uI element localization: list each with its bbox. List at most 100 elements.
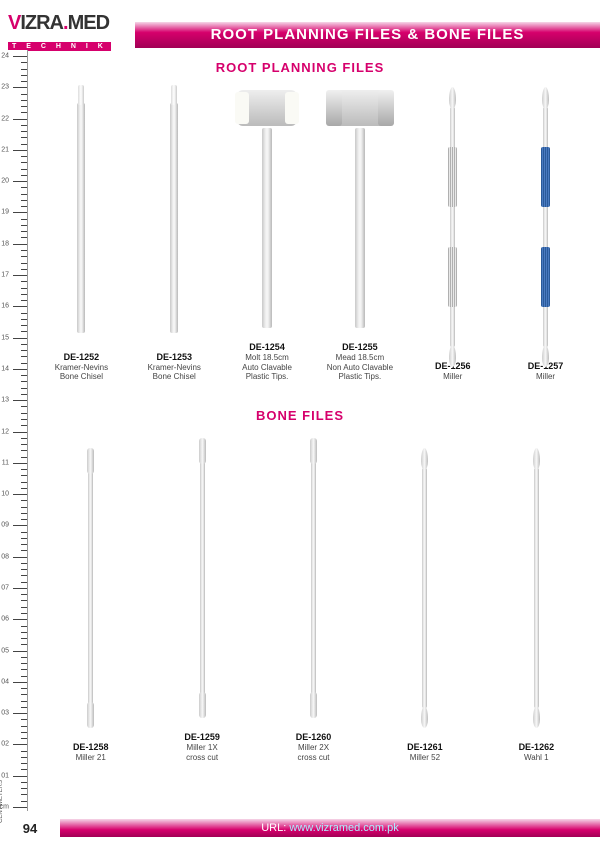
product-item: DE-1257Miller — [499, 97, 592, 382]
product-desc: Miller 21 — [73, 753, 109, 763]
ruler-minor-tick — [21, 782, 27, 783]
ruler-minor-tick — [21, 162, 27, 163]
ruler-minor-tick — [21, 726, 27, 727]
product-sku: DE-1252 — [55, 352, 108, 362]
product-item: DE-1252Kramer-Nevins Bone Chisel — [35, 88, 128, 382]
ruler-tick-label: 14 — [1, 365, 9, 372]
ruler-tick-label: 23 — [1, 84, 9, 91]
ruler-tick — [13, 619, 27, 620]
product-label: DE-1260Miller 2X cross cut — [296, 732, 332, 762]
instrument-mallet — [262, 128, 272, 328]
ruler-minor-tick — [21, 457, 27, 458]
ruler-minor-tick — [21, 626, 27, 627]
ruler-minor-tick — [21, 250, 27, 251]
ruler-minor-tick — [21, 144, 27, 145]
product-item: DE-1260Miller 2X cross cut — [258, 428, 369, 762]
ruler-minor-tick — [21, 569, 27, 570]
ruler-tick-label: 04 — [1, 678, 9, 685]
ruler-minor-tick — [21, 169, 27, 170]
ruler-minor-tick — [21, 550, 27, 551]
ruler-minor-tick — [21, 375, 27, 376]
product-desc: Miller — [528, 372, 564, 382]
product-item: DE-1262Wahl 1 — [481, 438, 592, 763]
product-desc: Kramer-Nevins Bone Chisel — [148, 363, 201, 382]
instrument-file — [311, 458, 316, 698]
page-title-bar: ROOT PLANNING FILES & BONE FILES — [135, 22, 600, 48]
ruler-tick-label: 07 — [1, 584, 9, 591]
ruler-minor-tick — [21, 281, 27, 282]
product-label: DE-1253Kramer-Nevins Bone Chisel — [148, 352, 201, 382]
instrument-chisel — [77, 103, 85, 333]
ruler-minor-tick — [21, 300, 27, 301]
mallet-head — [330, 90, 390, 126]
ruler-minor-tick — [21, 500, 27, 501]
ruler-tick — [13, 181, 27, 182]
instrument-chisel — [170, 103, 178, 333]
product-sku: DE-1253 — [148, 352, 201, 362]
product-image — [422, 438, 427, 738]
ruler-minor-tick — [21, 325, 27, 326]
ruler-minor-tick — [21, 738, 27, 739]
product-desc: Wahl 1 — [519, 753, 555, 763]
ruler-minor-tick — [21, 563, 27, 564]
ruler-minor-tick — [21, 125, 27, 126]
ruler-minor-tick — [21, 156, 27, 157]
ruler-tick-label: 11 — [2, 459, 9, 466]
ruler-tick-label: 05 — [1, 647, 9, 654]
ruler-minor-tick — [21, 237, 27, 238]
ruler-minor-tick — [21, 701, 27, 702]
ruler-minor-tick — [21, 582, 27, 583]
ruler-tick — [13, 150, 27, 151]
instrument-file — [534, 468, 539, 708]
ruler-minor-tick — [21, 231, 27, 232]
product-image — [77, 88, 85, 348]
ruler-minor-tick — [21, 100, 27, 101]
ruler-tick — [13, 494, 27, 495]
ruler-tick-label: 01 — [1, 772, 9, 779]
product-sku: DE-1259 — [184, 732, 220, 742]
brand-v: V — [8, 12, 20, 34]
ruler-minor-tick — [21, 388, 27, 389]
product-label: DE-1254Molt 18.5cm Auto Clavable Plastic… — [242, 342, 292, 382]
ruler-tick — [13, 744, 27, 745]
ruler-tick-label: 12 — [1, 428, 9, 435]
grip — [448, 147, 457, 207]
ruler-tick-label: 02 — [1, 741, 9, 748]
instrument-file — [450, 107, 455, 347]
instrument-file — [543, 107, 548, 347]
ruler-tick-label: 16 — [1, 303, 9, 310]
product-image — [88, 438, 93, 738]
ruler-tick-label: 10 — [1, 491, 9, 498]
ruler-minor-tick — [21, 288, 27, 289]
ruler-minor-tick — [21, 350, 27, 351]
ruler-tick — [13, 432, 27, 433]
ruler-tick — [13, 525, 27, 526]
product-label: DE-1261Miller 52 — [407, 742, 443, 763]
ruler-minor-tick — [21, 175, 27, 176]
ruler-minor-tick — [21, 444, 27, 445]
ruler-tick-label: 22 — [1, 115, 9, 122]
product-image — [200, 428, 205, 728]
product-item: DE-1255Mead 18.5cm Non Auto Clavable Pla… — [313, 78, 406, 382]
ruler-minor-tick — [21, 575, 27, 576]
ruler-tick — [13, 682, 27, 683]
ruler-minor-tick — [21, 594, 27, 595]
ruler-minor-tick — [21, 801, 27, 802]
product-sku: DE-1254 — [242, 342, 292, 352]
product-sku: DE-1255 — [327, 342, 393, 352]
product-item: DE-1254Molt 18.5cm Auto Clavable Plastic… — [221, 78, 314, 382]
ruler-minor-tick — [21, 313, 27, 314]
ruler-tick — [13, 87, 27, 88]
ruler-tick-label: 08 — [1, 553, 9, 560]
brand-med: MED — [68, 12, 109, 34]
footer-url: www.vizramed.com.pk — [289, 822, 398, 834]
ruler-minor-tick — [21, 106, 27, 107]
product-desc: Miller 2X cross cut — [296, 743, 332, 762]
page-footer: 94 URL: www.vizramed.com.pk — [0, 815, 600, 841]
ruler-minor-tick — [21, 438, 27, 439]
grip — [541, 147, 550, 207]
ruler-minor-tick — [21, 137, 27, 138]
product-desc: Mead 18.5cm Non Auto Clavable Plastic Ti… — [327, 353, 393, 382]
ruler-minor-tick — [21, 269, 27, 270]
ruler-minor-tick — [21, 719, 27, 720]
